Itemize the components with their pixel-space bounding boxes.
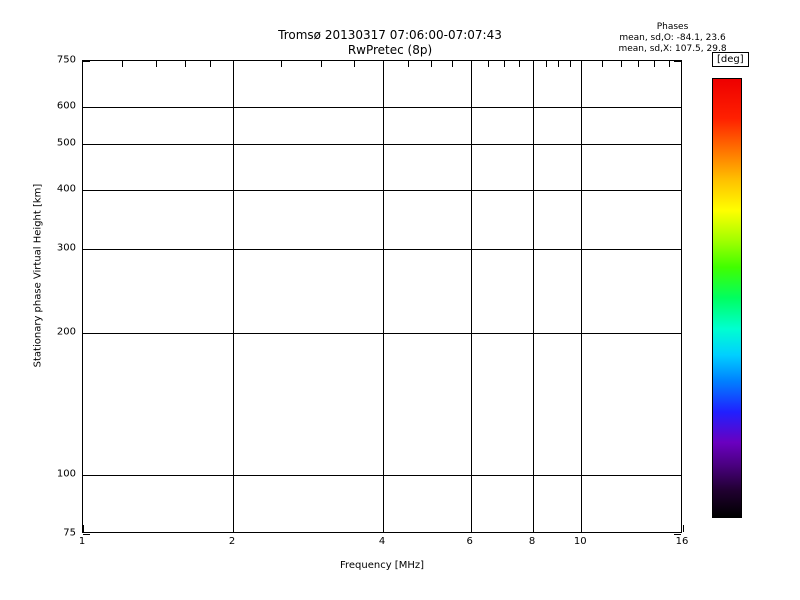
phase-stats-ordinary: mean, sd,O: -84.1, 23.6 [619,33,726,43]
y-axis-tick [83,332,90,334]
x-axis-minor-tick [570,61,572,67]
y-axis-tick [674,534,681,535]
x-axis-minor-tick [210,61,212,67]
y-axis-tick [674,106,681,108]
x-axis-tick-label: 2 [228,536,236,547]
x-axis-tick-label: 6 [466,536,473,547]
grid-line-horizontal [83,106,681,108]
y-axis-tick [674,249,681,251]
y-axis-tick-label: 750 [56,54,76,66]
y-axis-tick [83,249,90,251]
x-axis-tick [470,525,472,532]
phase-stats-heading: Phases [656,22,689,32]
x-axis-minor-tick [519,61,521,67]
x-axis-tick [83,525,84,532]
y-axis-tick-label: 600 [56,100,76,112]
x-axis-minor-tick [601,61,603,67]
x-axis-tick [233,525,234,532]
y-axis-tick [674,474,681,476]
x-axis-minor-tick [281,61,283,67]
x-axis-minor-tick [155,61,157,67]
x-axis-tick [533,525,534,532]
colorbar-unit-label: [deg] [712,52,749,67]
grid-line-vertical [533,61,534,532]
y-axis-tick [83,534,90,535]
x-axis-minor-tick [488,61,490,67]
y-axis-tick-label: 75 [63,527,76,539]
phase-stats-extraordinary: mean, sd,X: 107.5, 29.8 [618,44,727,54]
colorbar-gradient [712,78,742,518]
colorbar [712,78,742,518]
grid-line-horizontal [83,332,681,334]
chart-title-line2: RwPretec (8p) [347,43,433,57]
x-axis-minor-tick [654,61,656,67]
x-axis-minor-tick [320,61,322,67]
y-axis-tick [83,106,90,108]
y-axis-tick-label: 200 [56,326,76,338]
y-axis-tick-label: 400 [56,183,76,195]
y-axis-tick-label: 100 [56,468,76,480]
grid-line-vertical [581,61,583,532]
y-axis-tick [674,332,681,334]
y-axis-title: Stationary phase Virtual Height [km] [32,183,44,368]
x-axis-tick-label: 8 [528,536,536,547]
chart-title: Tromsø 20130317 07:06:00-07:07:43 RwPret… [180,28,600,58]
chart-title-line1: Tromsø 20130317 07:06:00-07:07:43 [278,28,502,42]
x-axis-minor-tick [504,61,506,67]
x-axis-tick-label: 10 [573,536,587,547]
grid-line-vertical [383,61,384,532]
x-axis-title: Frequency [MHz] [339,560,425,571]
x-axis-tick [683,525,684,532]
grid-line-vertical [470,61,472,532]
x-axis-minor-tick [122,61,124,67]
y-axis-tick-label: 300 [56,242,76,254]
x-axis-minor-tick [184,61,186,67]
x-axis-minor-tick [408,61,410,67]
x-axis-minor-tick [638,61,640,67]
x-axis-minor-tick [451,61,453,67]
y-axis-tick [83,144,90,146]
y-axis-tick [83,61,90,62]
y-axis-tick-label: 500 [56,137,76,149]
x-axis-minor-tick [620,61,622,67]
x-axis-minor-tick [354,61,356,67]
x-axis-minor-tick [669,61,671,67]
x-axis-tick [581,525,583,532]
y-axis-tick [83,190,90,192]
grid-line-vertical [233,61,234,532]
x-axis-tick-label: 1 [78,536,86,547]
y-axis-tick [83,474,90,476]
y-axis-tick [674,61,681,62]
x-axis-tick-label: 16 [675,536,689,547]
grid-line-horizontal [83,144,681,146]
grid-line-horizontal [83,190,681,192]
grid-line-horizontal [83,249,681,251]
x-axis-tick [383,525,384,532]
plot-area [82,60,684,535]
x-axis-tick-label: 4 [378,536,386,547]
y-axis-tick [674,190,681,192]
x-axis-minor-tick [546,61,548,67]
phase-stats: Phases mean, sd,O: -84.1, 23.6 mean, sd,… [565,22,780,55]
x-axis-minor-tick [431,61,433,67]
grid-line-horizontal [83,474,681,476]
x-axis-minor-tick [558,61,560,67]
y-axis-tick [674,144,681,146]
